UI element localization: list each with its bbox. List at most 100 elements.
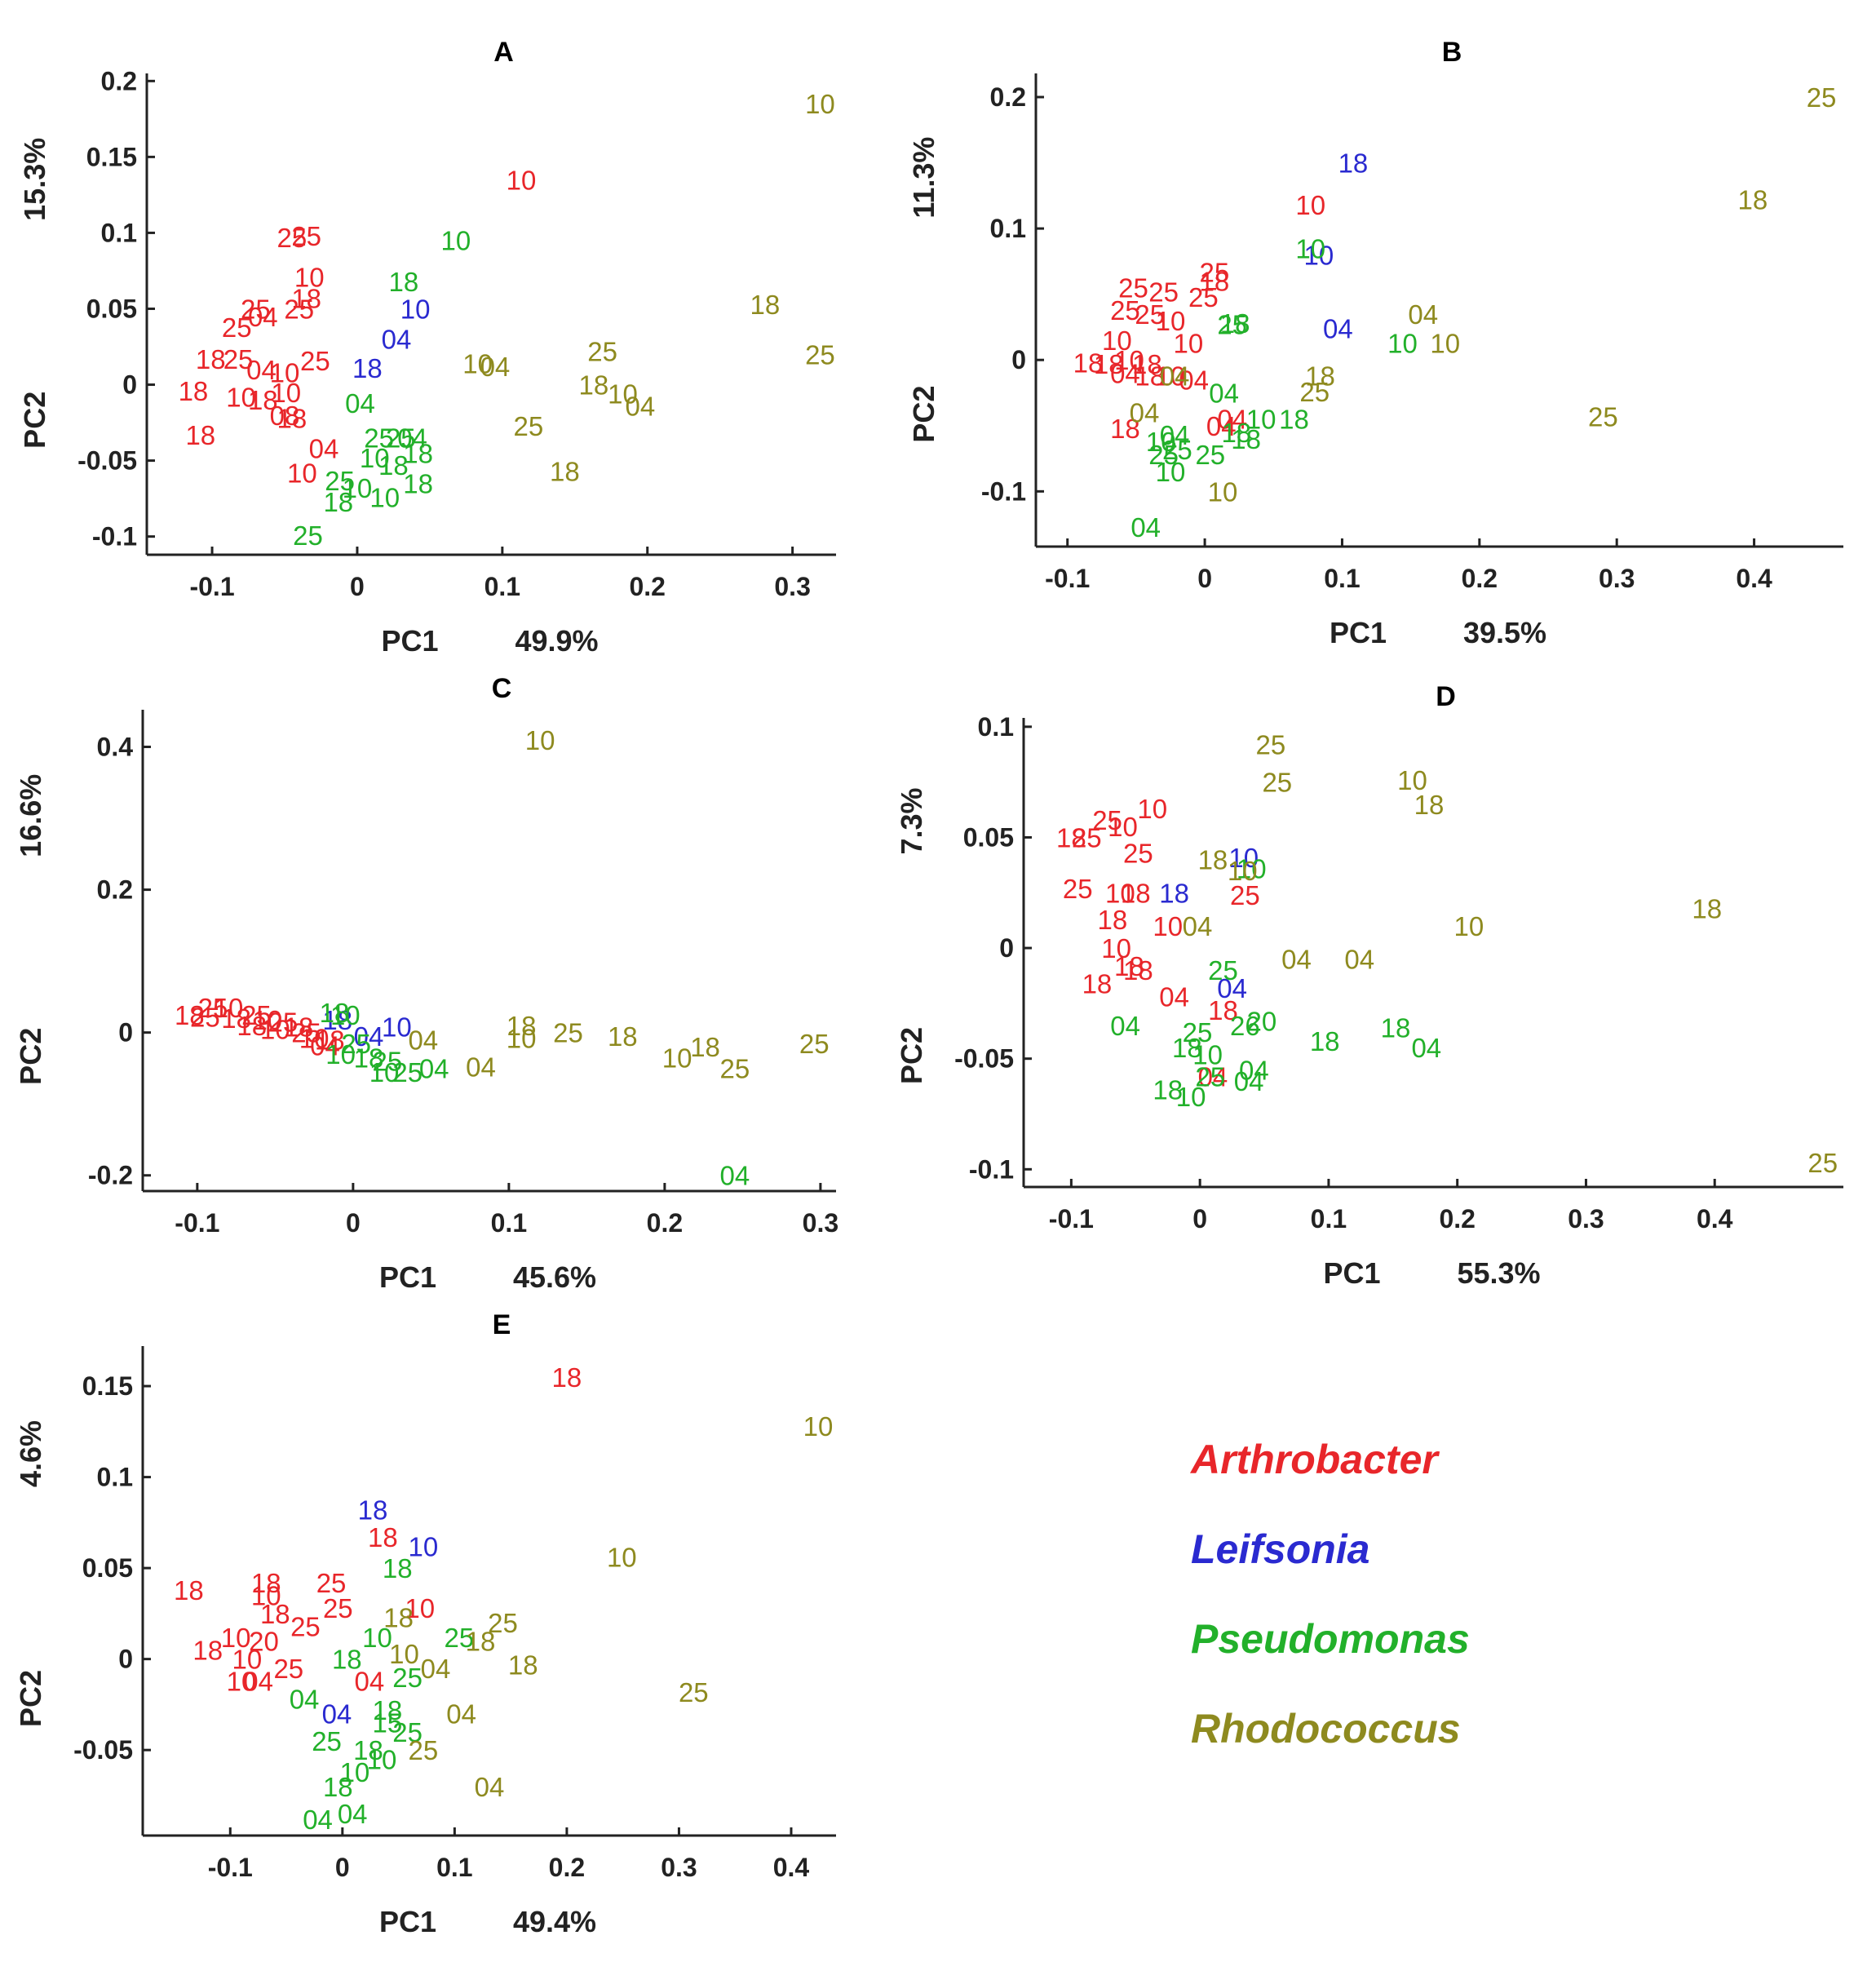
point-pseudomonas: 25 — [392, 1057, 423, 1087]
y-axis-percent: 16.6% — [14, 774, 47, 857]
point-arthrobacter: 10 — [1153, 911, 1183, 941]
y-axis-percent: 15.3% — [18, 138, 51, 221]
point-pseudomonas: 25 — [312, 1726, 342, 1756]
legend-item-arthrobacter: Arthrobacter — [1191, 1437, 1438, 1482]
point-arthrobacter: 18 — [1208, 995, 1238, 1025]
point-arthrobacter: 10 — [232, 1645, 263, 1675]
y-tick-label: 0.1 — [978, 712, 1014, 742]
point-rhodococcus: 25 — [587, 337, 617, 367]
point-pseudomonas: 25 — [392, 1663, 423, 1693]
x-tick-label: 0 — [1197, 564, 1212, 593]
point-pseudomonas: 25 — [373, 1047, 403, 1077]
point-arthrobacter: 25 — [1123, 838, 1153, 868]
point-arthrobacter: 08 — [270, 401, 300, 431]
point-leifsonia: 04 — [1323, 314, 1353, 344]
x-axis-label: PC1 — [381, 624, 438, 658]
point-leifsonia: 04 — [354, 1021, 384, 1052]
point-pseudomonas: 10 — [367, 1744, 397, 1774]
point-arthrobacter: 20 — [249, 1626, 279, 1656]
point-pseudomonas: 04 — [345, 388, 375, 419]
point-arthrobacter: 04 — [1159, 982, 1189, 1012]
point-arthrobacter: 18 — [291, 283, 321, 313]
y-axis-percent: 7.3% — [895, 787, 928, 854]
x-tick-label: -0.1 — [208, 1853, 253, 1882]
point-pseudomonas: 25 — [1148, 440, 1179, 470]
point-pseudomonas: 10 — [441, 226, 471, 256]
legend-item-leifsonia: Leifsonia — [1191, 1526, 1370, 1572]
point-arthrobacter: 25 — [1135, 299, 1165, 330]
y-tick-label: -0.1 — [969, 1154, 1014, 1184]
point-arthrobacter: 25 — [222, 312, 252, 343]
y-tick-label: -0.05 — [73, 1735, 133, 1765]
point-rhodococcus: 25 — [408, 1735, 438, 1765]
point-arthrobacter: 10 — [405, 1593, 435, 1623]
point-rhodococcus: 10 — [507, 1024, 537, 1054]
point-leifsonia: 10 — [400, 294, 431, 324]
point-arthrobacter: 04 — [1217, 405, 1247, 435]
point-rhodococcus: 18 — [1692, 893, 1722, 923]
point-rhodococcus: 04 — [475, 1772, 505, 1802]
point-pseudomonas: 10 — [1387, 328, 1418, 358]
panel-b: B -0.1 0 0.1 0.2 0.3 0.4 -0.1 0 0.1 0.2 PC1 39.5% PC2… — [907, 37, 1843, 649]
point-rhodococcus: 10 — [1228, 856, 1258, 886]
point-arthrobacter: 04 — [1179, 365, 1209, 395]
point-arthrobacter: 18 — [277, 403, 308, 433]
panel-title-b: B — [1442, 37, 1462, 68]
point-arthrobacter: 10 — [221, 1623, 251, 1653]
point-arthrobacter: 25 — [268, 1008, 299, 1038]
point-arthrobacter: 04 — [246, 355, 277, 385]
point-pseudomonas: 04 — [1209, 379, 1239, 409]
point-pseudomonas: 10 — [1192, 1039, 1223, 1070]
point-arthrobacter: 04 — [1110, 358, 1140, 388]
point-rhodococcus: 04 — [1344, 945, 1374, 975]
y-tick-label: 0.05 — [86, 294, 137, 323]
x-axis-percent: 45.6% — [513, 1260, 596, 1294]
point-rhodococcus: 10 — [805, 89, 835, 119]
point-pseudomonas: 25 — [392, 1717, 423, 1747]
point-arthrobacter: 18 — [284, 1012, 314, 1043]
point-arthrobacter: 10 — [1156, 306, 1186, 336]
point-arthrobacter: 10 — [270, 358, 300, 388]
point-pseudomonas: 18 — [378, 450, 409, 481]
point-pseudomonas: 10 — [340, 1757, 370, 1787]
point-arthrobacter: 04 — [243, 1666, 273, 1696]
point-rhodococcus: 10 — [1208, 476, 1238, 507]
point-pseudomonas: 18 — [353, 1735, 383, 1765]
point-rhodococcus: 25 — [799, 1029, 830, 1059]
point-leifsonia: 18 — [352, 353, 383, 383]
point-arthrobacter: 25 — [291, 221, 321, 251]
point-arthrobacter: 25 — [1110, 295, 1140, 326]
x-tick-label: 0.2 — [549, 1853, 585, 1882]
point-arthrobacter: 25 — [241, 1000, 272, 1030]
point-pseudomonas: 04 — [338, 1799, 368, 1829]
point-arthrobacter: 10 — [260, 1014, 290, 1044]
point-rhodococcus: 25 — [488, 1608, 518, 1638]
x-tick-label: 0 — [335, 1853, 350, 1882]
point-arthrobacter: 18 — [185, 420, 215, 450]
point-pseudomonas: 04 — [1411, 1033, 1441, 1063]
point-arthrobacter: 25 — [323, 1593, 353, 1623]
x-tick-label: 0.3 — [661, 1853, 697, 1882]
panel-a: A -0.1 0 0.1 0.2 0.3 -0.1 -0.05 0 0.05 0.1 0.15 0.2 P… — [18, 37, 836, 658]
point-arthrobacter: 18 — [368, 1522, 398, 1552]
point-arthrobacter: 04 — [354, 1666, 384, 1696]
panel-e: E -0.1 0 0.1 0.2 0.3 0.4 -0.05 0 0.05 0.1 0.15 PC1 49… — [14, 1309, 836, 1938]
x-axis-label: PC1 — [1330, 616, 1387, 649]
point-rhodococcus: 10 — [1397, 765, 1427, 795]
point-rhodococcus: 18 — [608, 1021, 638, 1052]
point-arthrobacter: 25 — [273, 1654, 303, 1684]
point-rhodococcus: 18 — [383, 1602, 414, 1632]
point-pseudomonas: 10 — [1246, 405, 1276, 435]
point-pseudomonas: 18 — [1279, 405, 1309, 435]
y-axis-label: PC2 — [907, 386, 940, 443]
point-rhodococcus: 25 — [719, 1053, 750, 1083]
point-rhodococcus: 10 — [1454, 911, 1484, 941]
point-arthrobacter: 04 — [1206, 411, 1237, 441]
point-rhodococcus: 10 — [608, 379, 638, 410]
x-tick-label: 0.3 — [1599, 564, 1635, 593]
point-pseudomonas: 25 — [1183, 1017, 1213, 1047]
point-pseudomonas: 18 — [332, 1645, 362, 1675]
point-arthrobacter: 25 — [1148, 277, 1179, 307]
point-arthrobacter: 25 — [1230, 880, 1260, 910]
y-tick-label: 0.15 — [86, 142, 137, 171]
